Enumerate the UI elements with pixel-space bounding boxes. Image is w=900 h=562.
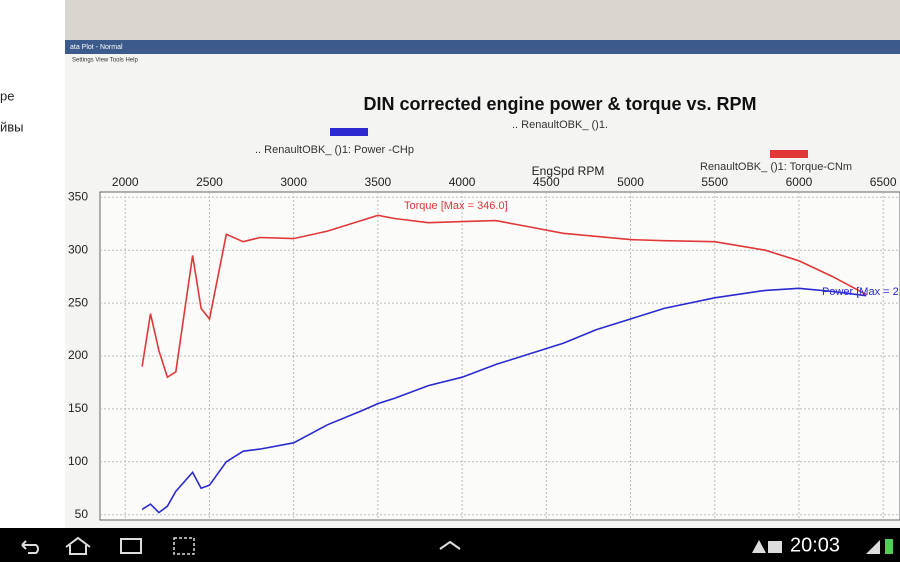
annotation: Power [Max = 2	[822, 286, 899, 298]
y-tick-label: 350	[68, 189, 88, 203]
x-tick-label: 3500	[365, 175, 392, 189]
photo-background	[65, 0, 900, 40]
chart-title: DIN corrected engine power & torque vs. …	[363, 94, 756, 114]
legend-swatch	[770, 150, 808, 158]
screenshot-button[interactable]	[173, 537, 195, 555]
recent-button[interactable]	[120, 538, 142, 554]
x-tick-label: 5500	[701, 175, 728, 189]
x-tick-label: 6000	[786, 175, 813, 189]
x-tick-label: 2500	[196, 175, 223, 189]
y-tick-label: 250	[68, 295, 88, 309]
legend-label: .. RenaultOBK_ ()1: Power -CHp	[255, 144, 414, 156]
signal-icon	[866, 540, 880, 554]
clock: 20:03	[790, 534, 840, 556]
x-axis-label: EngSpd RPM	[532, 164, 605, 178]
x-tick-label: 2000	[112, 175, 139, 189]
y-tick-label: 200	[68, 348, 88, 362]
battery-icon	[885, 539, 893, 554]
menu-bar[interactable]: Settings View Tools Help	[72, 58, 138, 64]
home-button[interactable]	[65, 536, 91, 555]
y-tick-label: 50	[75, 507, 89, 521]
x-tick-label: 6500	[870, 175, 897, 189]
data-line	[141, 287, 867, 514]
nav-bar	[0, 528, 900, 562]
image-icon	[768, 541, 782, 553]
window-titlebar	[65, 40, 900, 54]
window-title: ata Plot - Normal	[70, 44, 123, 51]
warning-icon	[752, 540, 766, 553]
legend-swatch	[330, 128, 368, 136]
y-tick-label: 100	[68, 454, 88, 468]
chart-subtitle: .. RenaultOBK_ ()1.	[512, 119, 608, 131]
x-tick-label: 5000	[617, 175, 644, 189]
x-tick-label: 4000	[449, 175, 476, 189]
annotation: Torque [Max = 346.0]	[404, 200, 508, 212]
y-tick-label: 300	[68, 242, 88, 256]
back-button[interactable]	[21, 540, 39, 554]
x-tick-label: 3000	[280, 175, 307, 189]
y-tick-label: 150	[68, 401, 88, 415]
sidebar-item[interactable]: ре	[0, 88, 14, 103]
expand-button[interactable]	[439, 540, 461, 550]
data-line	[141, 214, 867, 379]
legend-label: RenaultOBK_ ()1: Torque-CNm	[700, 161, 852, 173]
sidebar-item[interactable]: йвы	[0, 119, 24, 134]
x-tick-label: 4500	[533, 175, 560, 189]
